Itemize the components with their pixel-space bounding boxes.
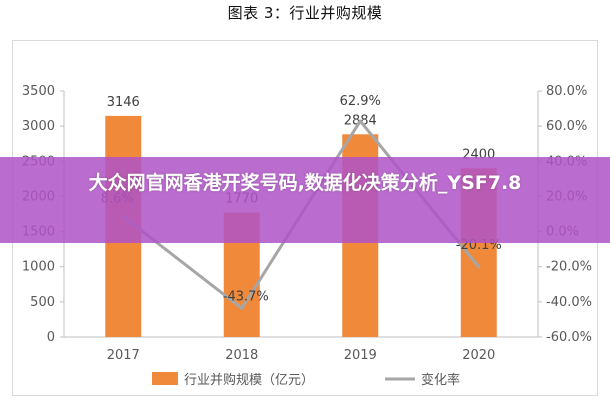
legend-label-bars: 行业并购规模（亿元） — [184, 372, 314, 388]
line-point-2018 — [240, 306, 244, 310]
watermark-banner — [0, 157, 610, 243]
line-label-2018: -43.7% — [223, 289, 269, 304]
line-point-2019 — [358, 119, 362, 123]
line-point-2020 — [477, 265, 481, 269]
y-right-tick-label: 60.0% — [546, 119, 587, 134]
x-tick-label-2017: 2017 — [107, 348, 140, 363]
y-left-tick-label: 3500 — [22, 84, 55, 99]
bar-label-2017: 3146 — [107, 95, 140, 110]
y-right-tick-label: -40.0% — [546, 295, 592, 310]
y-left-tick-label: 3000 — [22, 119, 55, 134]
legend-label-line: 变化率 — [421, 372, 460, 388]
y-left-tick-label: 1000 — [22, 260, 55, 275]
y-left-tick-label: 0 — [47, 330, 55, 345]
y-left-tick-label: 500 — [30, 295, 55, 310]
figure-title: 图表 3：行业并购规模 — [227, 4, 383, 22]
legend-swatch-bars — [152, 372, 178, 385]
y-right-tick-label: 80.0% — [546, 84, 587, 99]
line-label-2019: 62.9% — [340, 94, 381, 109]
x-tick-label-2020: 2020 — [462, 348, 495, 363]
watermark-text: 大众网官网香港开奖号码,数据化决策分析_YSF7.8 — [88, 172, 522, 194]
y-right-tick-label: -20.0% — [546, 260, 592, 275]
y-right-tick-label: -60.0% — [546, 330, 592, 345]
x-tick-label-2018: 2018 — [225, 348, 258, 363]
x-tick-label-2019: 2019 — [344, 348, 377, 363]
